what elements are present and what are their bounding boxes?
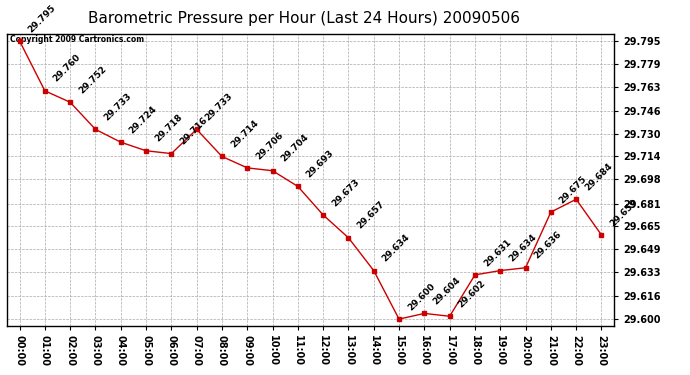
Text: 29.634: 29.634	[507, 232, 538, 264]
Text: 29.718: 29.718	[153, 113, 184, 144]
Text: 29.693: 29.693	[305, 148, 336, 180]
Text: 29.716: 29.716	[178, 116, 209, 147]
Text: 29.636: 29.636	[533, 230, 564, 261]
Text: 29.760: 29.760	[52, 53, 83, 84]
Text: 29.634: 29.634	[381, 232, 412, 264]
Text: 29.631: 29.631	[482, 237, 513, 268]
Text: 29.602: 29.602	[457, 279, 487, 309]
Text: 29.657: 29.657	[355, 200, 386, 231]
Text: 29.659: 29.659	[609, 197, 640, 228]
Text: 29.675: 29.675	[558, 174, 589, 205]
Text: 29.795: 29.795	[26, 3, 57, 34]
Text: 29.752: 29.752	[77, 64, 108, 95]
Text: 29.684: 29.684	[583, 161, 614, 192]
Text: 29.724: 29.724	[128, 104, 159, 135]
Text: Barometric Pressure per Hour (Last 24 Hours) 20090506: Barometric Pressure per Hour (Last 24 Ho…	[88, 11, 520, 26]
Text: 29.600: 29.600	[406, 281, 437, 312]
Text: 29.604: 29.604	[431, 276, 462, 306]
Text: 29.733: 29.733	[204, 92, 235, 122]
Text: 29.714: 29.714	[229, 118, 260, 150]
Text: Copyright 2009 Cartronics.com: Copyright 2009 Cartronics.com	[10, 35, 144, 44]
Text: 29.704: 29.704	[279, 133, 311, 164]
Text: 29.733: 29.733	[102, 92, 133, 122]
Text: 29.706: 29.706	[254, 130, 285, 161]
Text: 29.673: 29.673	[330, 177, 361, 208]
